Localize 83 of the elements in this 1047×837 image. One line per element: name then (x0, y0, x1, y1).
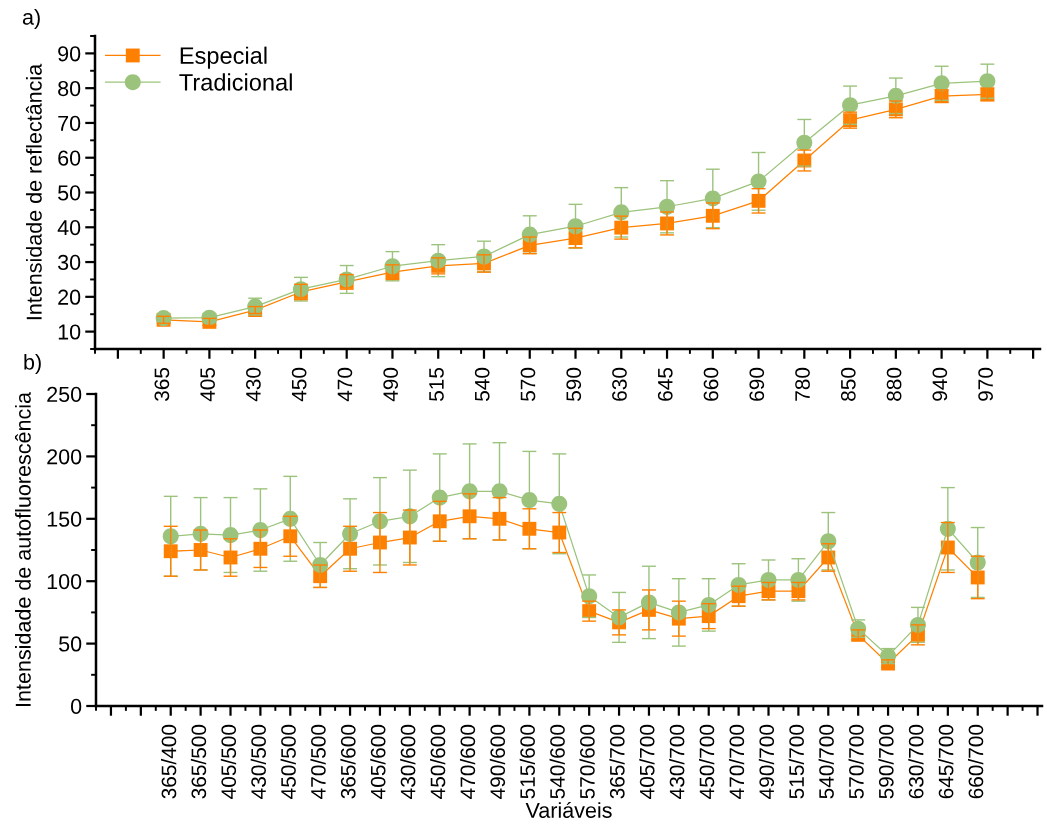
x-tick-label: 490 (383, 367, 399, 402)
point (462, 509, 477, 524)
x-tick-label: 570/700 (848, 724, 864, 799)
y-tick-label: 100 (47, 573, 82, 590)
y-tick-label: 50 (59, 636, 82, 652)
x-tick-label: 450/500 (280, 724, 296, 799)
x-tick-label: 470 (337, 367, 353, 402)
x-tick-label: 540/600 (549, 724, 565, 799)
x-tick-label: 645 (657, 367, 673, 401)
x-tick-label: 450/700 (699, 724, 715, 799)
x-axis-title: Variáveis (525, 801, 612, 818)
x-tick-label: 660 (703, 367, 719, 401)
point (751, 193, 766, 208)
x-tick-label: 405/700 (639, 724, 655, 799)
chart-title: b) (24, 353, 41, 375)
x-tick-label: 430 (246, 367, 261, 402)
y-tick-label: 0 (70, 698, 82, 715)
y-axis-title: Intensidade de reflectância (25, 63, 42, 320)
x-tick-label: 430/500 (250, 724, 266, 799)
point (253, 541, 268, 556)
y-tick-label: 150 (47, 511, 82, 527)
point (796, 134, 813, 151)
y-tick-label: 30 (57, 254, 81, 271)
y-tick-label: 40 (57, 220, 81, 236)
point (283, 529, 298, 544)
x-tick-label: 515/700 (788, 724, 804, 799)
chart-title: a) (22, 8, 40, 30)
x-tick-label: 405/600 (370, 724, 386, 799)
y-tick-label: 50 (58, 185, 81, 201)
x-tick-label: 540/700 (818, 724, 834, 799)
legend-label: Especial (180, 46, 267, 69)
x-tick-label: 570 (520, 367, 536, 401)
x-tick-label: 365/700 (609, 724, 625, 799)
x-tick-label: 490/700 (758, 724, 775, 799)
point (432, 514, 447, 529)
x-tick-label: 630/700 (908, 724, 924, 799)
point (551, 495, 568, 512)
y-tick-label: 20 (58, 289, 81, 305)
x-tick-label: 365 (154, 367, 170, 402)
x-tick-label: 590/700 (878, 724, 894, 799)
point (705, 208, 720, 223)
x-tick-label: 365/500 (190, 724, 207, 799)
x-tick-label: 970 (978, 367, 993, 401)
y-tick-label: 250 (47, 386, 82, 403)
y-axis-title: Intensidade de autofluorescência (14, 392, 31, 706)
x-tick-label: 880 (886, 367, 902, 401)
x-tick-label: 405 (200, 367, 215, 402)
y-tick-label: 70 (58, 115, 81, 131)
x-tick-label: 590 (566, 367, 582, 401)
x-tick-label: 570/600 (579, 724, 595, 799)
y-tick-label: 10 (58, 324, 81, 340)
x-tick-label: 405/500 (220, 724, 237, 799)
x-tick-label: 515 (429, 367, 444, 401)
x-tick-label: 850 (840, 367, 856, 401)
y-tick-label: 200 (47, 449, 82, 465)
x-tick-label: 365/600 (340, 724, 356, 799)
x-tick-label: 690 (749, 367, 765, 401)
x-tick-label: 450/600 (430, 724, 446, 799)
point (162, 528, 179, 545)
x-tick-label: 780 (795, 367, 810, 401)
x-tick-label: 940 (932, 367, 948, 401)
legend-label: Tradicional (179, 73, 292, 91)
y-tick-label: 80 (58, 80, 81, 97)
x-tick-label: 630 (612, 367, 627, 401)
point (521, 492, 538, 509)
point (163, 544, 178, 559)
x-tick-label: 540 (474, 367, 490, 401)
point (614, 220, 629, 235)
y-tick-label: 90 (58, 46, 81, 62)
x-tick-label: 515/600 (519, 724, 535, 799)
x-tick-label: 470/500 (310, 724, 326, 799)
point (522, 521, 537, 536)
x-tick-label: 470/600 (459, 724, 476, 799)
x-tick-label: 660/700 (968, 724, 984, 799)
x-tick-label: 430/700 (669, 724, 685, 799)
x-tick-label: 450 (291, 367, 307, 402)
x-tick-label: 645/700 (938, 724, 954, 799)
y-tick-label: 60 (58, 150, 81, 166)
point (193, 543, 208, 557)
x-tick-label: 490/600 (489, 724, 506, 799)
x-tick-label: 470/700 (728, 724, 745, 799)
x-tick-label: 430/600 (400, 724, 416, 799)
x-tick-label: 365/400 (161, 724, 177, 799)
